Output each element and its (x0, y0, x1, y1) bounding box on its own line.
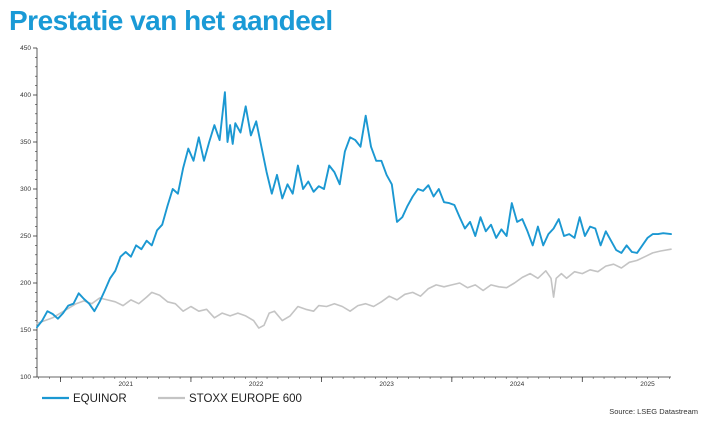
y-tick-label: 100 (20, 374, 31, 381)
y-tick-label: 250 (20, 233, 31, 240)
y-tick-label: 200 (20, 280, 31, 287)
series-lines (36, 91, 672, 329)
y-tick-label: 400 (20, 92, 31, 99)
page-title: Prestatie van het aandeel (9, 5, 333, 36)
y-tick-label: 350 (20, 139, 31, 146)
y-axis: 100 150 200 250 300 350 400 450 (20, 45, 38, 381)
legend: EQUINOR STOXX EUROPE 600 (42, 393, 302, 405)
x-tick-label: 2021 (118, 381, 133, 388)
y-tick-label: 450 (20, 45, 31, 52)
legend-label: EQUINOR (73, 393, 127, 405)
x-axis: 2021 2022 2023 2024 2025 (37, 376, 671, 388)
y-tick-label: 150 (20, 327, 31, 334)
series-line-stoxx (36, 248, 672, 329)
source-note: Source: LSEG Datastream (609, 407, 698, 416)
x-tick-label: 2024 (510, 381, 525, 388)
x-tick-label: 2022 (249, 381, 264, 388)
series-line-equinor (36, 91, 672, 329)
y-tick-label: 300 (20, 186, 31, 193)
x-tick-label: 2025 (640, 381, 655, 388)
legend-label: STOXX EUROPE 600 (189, 393, 302, 405)
x-tick-label: 2023 (379, 381, 394, 388)
